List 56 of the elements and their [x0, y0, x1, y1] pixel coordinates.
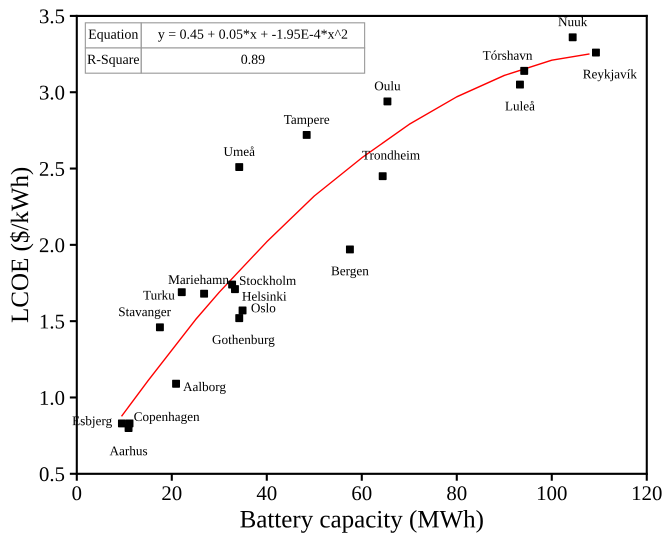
y-tick-label: 0.5 [40, 467, 64, 482]
x-axis-title: Battery capacity (MWh) [240, 510, 483, 533]
annotation: Nuuk [558, 16, 588, 26]
annotation: Aarhus [110, 446, 148, 456]
annotation: Tórshavn [482, 50, 532, 60]
point [124, 424, 133, 432]
point [231, 285, 239, 294]
point [568, 33, 577, 42]
annotation: Reykjavík [583, 69, 637, 82]
annotation: Gothenburg [212, 334, 275, 347]
y-tick-label: 3.0 [40, 86, 64, 100]
x-tick-label: 80 [447, 486, 466, 500]
point [238, 306, 247, 314]
y-axis-title: LCOE ($/kWh) [10, 168, 34, 322]
y-tick-label: 2.5 [40, 162, 64, 176]
y-tick-label: 2.0 [40, 238, 64, 252]
point [235, 314, 244, 322]
point [178, 288, 186, 296]
point [302, 131, 311, 139]
annotation: 0.89 [241, 54, 264, 64]
annotation: Tampere [284, 115, 330, 127]
x-tick-label: 60 [352, 486, 372, 500]
point [200, 290, 208, 298]
x-tick-label: 20 [162, 486, 182, 500]
point [172, 380, 180, 388]
annotation: Equation [88, 30, 138, 42]
y-tick-label: 1.0 [40, 390, 64, 405]
point [346, 245, 354, 254]
annotation: Helsinki [242, 291, 286, 301]
annotation: Aalborg [183, 382, 226, 394]
annotation: Oslo [251, 303, 276, 312]
point [520, 66, 528, 75]
annotation: Bergen [331, 266, 369, 278]
point [378, 172, 387, 180]
annotation: Mariehamn [168, 274, 229, 284]
annotation: Umeå [224, 146, 255, 156]
point [118, 419, 126, 428]
point [592, 48, 600, 57]
x-tick-label: 120 [632, 486, 662, 500]
annotation: Oulu [374, 81, 400, 90]
annotation: Copenhagen [134, 412, 200, 424]
y-tick-label: 1.5 [40, 314, 64, 329]
point [156, 323, 164, 332]
annotation: Stockholm [240, 276, 296, 286]
point [516, 80, 524, 89]
annotation: Turku [143, 290, 175, 300]
y-tick-label: 3.5 [40, 9, 64, 24]
point [235, 163, 244, 171]
annotation: R-Square [87, 54, 140, 67]
annotation: Stavanger [119, 307, 171, 319]
point [383, 97, 392, 106]
annotation: y = 0.45 + 0.05*x + -1.95E-4*x^2 [158, 29, 348, 42]
x-tick-label: 40 [256, 486, 276, 500]
x-tick-label: 100 [538, 486, 567, 500]
annotation: Luleå [505, 100, 535, 111]
x-tick-label: 0 [72, 486, 82, 500]
